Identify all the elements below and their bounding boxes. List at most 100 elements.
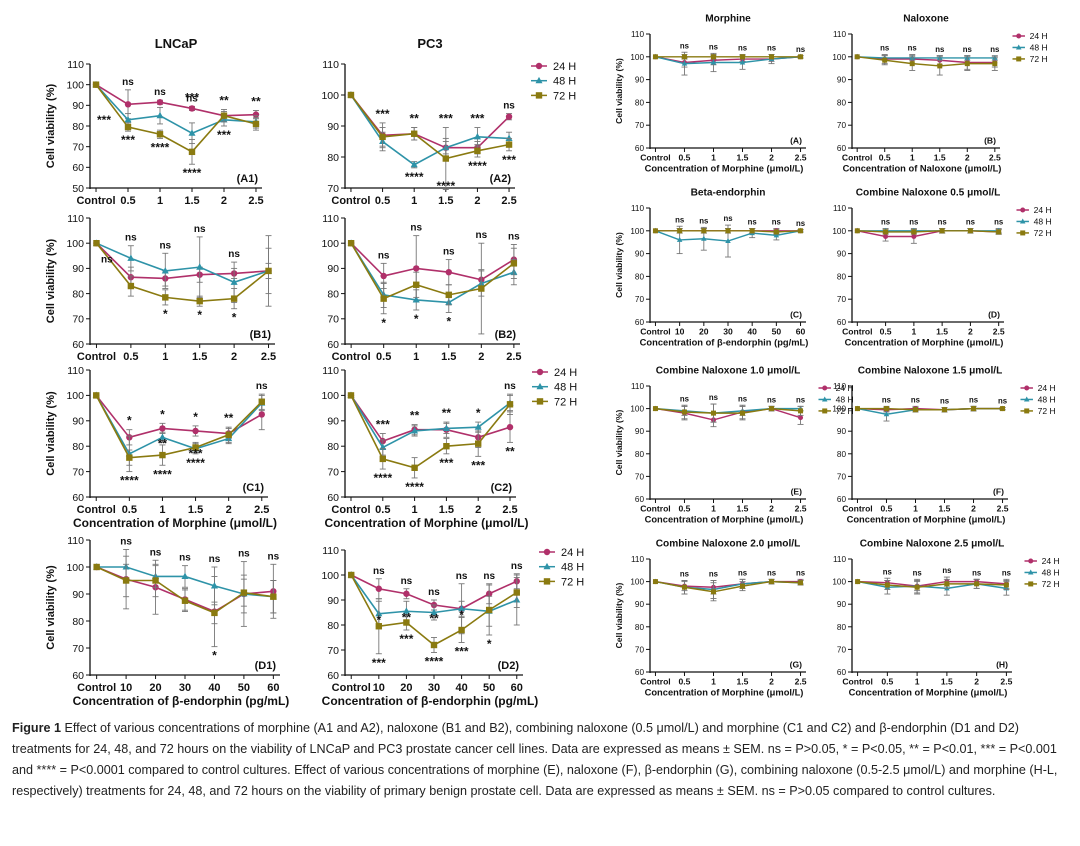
panel-label: (E) bbox=[791, 486, 803, 496]
series-line-48h bbox=[350, 242, 515, 304]
significance-label: ns bbox=[911, 395, 921, 404]
data-point bbox=[773, 232, 780, 238]
y-tick-label: 70 bbox=[635, 472, 645, 481]
significance-label: ns bbox=[909, 218, 919, 227]
legend-marker bbox=[1028, 581, 1034, 587]
significance-label: *** bbox=[470, 112, 484, 126]
data-point bbox=[411, 427, 419, 434]
data-point bbox=[914, 584, 920, 590]
x-tick-label: 1 bbox=[711, 152, 716, 162]
panel-label: (A1) bbox=[237, 173, 259, 185]
data-point bbox=[475, 440, 482, 447]
x-axis-label: Concentration of Morphine (μmol/L) bbox=[849, 687, 1008, 697]
data-point bbox=[854, 54, 860, 60]
data-point bbox=[124, 101, 132, 108]
chart-title: PC3 bbox=[417, 36, 442, 51]
legend-marker bbox=[535, 92, 543, 99]
data-point bbox=[773, 229, 779, 235]
data-point bbox=[740, 583, 746, 589]
legend-label: 24 H bbox=[1038, 383, 1056, 393]
significance-label: ns bbox=[1002, 568, 1012, 577]
y-tick-label: 110 bbox=[833, 382, 846, 391]
data-point bbox=[884, 582, 890, 588]
y-tick-label: 100 bbox=[832, 227, 846, 236]
data-point bbox=[93, 563, 100, 571]
significance-label: ns bbox=[428, 587, 440, 598]
series-line-72h bbox=[655, 407, 801, 414]
data-point bbox=[161, 267, 169, 274]
legend-marker bbox=[543, 548, 551, 556]
x-axis-label: Concentration of β-endorphin (pg/mL) bbox=[322, 694, 539, 708]
significance-label: ns bbox=[767, 395, 777, 404]
panel-label: (H) bbox=[996, 659, 1008, 669]
x-tick-label: 1 bbox=[711, 503, 716, 513]
y-tick-label: 60 bbox=[72, 492, 84, 504]
legend-marker bbox=[1020, 230, 1026, 236]
significance-label: * bbox=[193, 410, 198, 424]
data-point bbox=[681, 60, 688, 66]
y-tick-label: 90 bbox=[837, 250, 847, 259]
significance-label: ns bbox=[880, 44, 890, 53]
x-axis-label: Concentration of Morphine (μmol/L) bbox=[325, 516, 529, 530]
x-tick-label: 0.5 bbox=[122, 504, 137, 516]
y-axis-label: Cell viability (%) bbox=[614, 582, 624, 648]
significance-label: ns bbox=[938, 218, 948, 227]
significance-label: ns bbox=[179, 553, 191, 564]
x-axis-label: Concentration of Naloxone (μmol/L) bbox=[843, 163, 1002, 173]
x-axis-label: Concentration of Morphine (μmol/L) bbox=[645, 514, 804, 524]
x-tick-label: 0.5 bbox=[376, 351, 391, 363]
x-tick-label: 0.5 bbox=[881, 676, 893, 686]
data-point bbox=[375, 623, 383, 630]
chart-I: 60 70 80 90 100 110 Control 0.5 1 1.5 2 2.5 Combine … bbox=[614, 366, 854, 525]
y-tick-label: 80 bbox=[635, 272, 645, 281]
data-point bbox=[403, 590, 410, 597]
y-tick-label: 70 bbox=[837, 121, 847, 130]
data-point bbox=[122, 577, 130, 584]
chart-F: 60 70 80 90 100 110 Control 0.5 1 1.5 2 2.5 Naloxone… bbox=[832, 14, 1047, 174]
significance-label: *** bbox=[439, 112, 453, 126]
y-tick-label: 70 bbox=[635, 295, 645, 304]
y-tick-label: 100 bbox=[630, 578, 644, 587]
data-point bbox=[1000, 406, 1006, 412]
data-point bbox=[996, 229, 1002, 235]
series-line-48h bbox=[95, 395, 263, 455]
x-tick-label: 0.5 bbox=[880, 326, 892, 336]
data-point bbox=[225, 431, 232, 438]
data-point bbox=[188, 129, 196, 136]
data-point bbox=[413, 281, 420, 288]
chart-H: 60 70 80 90 100 110 Control 0.5 1 1.5 2 2.5 Combine … bbox=[832, 188, 1051, 348]
legend-marker bbox=[536, 368, 544, 376]
series-line-72h bbox=[857, 407, 1003, 411]
x-tick-label: 2.5 bbox=[997, 503, 1009, 513]
y-axis-label: Cell viability (%) bbox=[45, 83, 57, 168]
data-point bbox=[124, 123, 132, 131]
data-point bbox=[210, 582, 218, 589]
data-point bbox=[126, 454, 133, 461]
x-tick-label: Control bbox=[640, 503, 671, 513]
legend-label: 48 H bbox=[554, 382, 577, 394]
legend-label: 48 H bbox=[553, 76, 576, 88]
significance-label: ns bbox=[680, 570, 690, 579]
data-point bbox=[458, 626, 465, 634]
x-tick-label: Control bbox=[842, 676, 873, 686]
data-point bbox=[127, 254, 135, 261]
y-tick-label: 80 bbox=[837, 272, 847, 281]
y-tick-label: 60 bbox=[327, 339, 339, 351]
legend-marker bbox=[1028, 558, 1034, 564]
data-point bbox=[258, 411, 265, 418]
significance-label: *** bbox=[97, 113, 111, 127]
legend-label: 48 H bbox=[1030, 43, 1048, 53]
x-axis-label: Concentration of β-endorphin (pg/mL) bbox=[73, 694, 290, 708]
series-line-72h bbox=[857, 230, 999, 233]
data-point bbox=[710, 589, 716, 595]
x-tick-label: 0.5 bbox=[375, 504, 390, 516]
significance-label: ns bbox=[410, 223, 422, 234]
significance-label: ns bbox=[767, 44, 777, 53]
data-point bbox=[652, 406, 658, 412]
y-tick-label: 60 bbox=[72, 670, 84, 682]
significance-label: ns bbox=[699, 216, 709, 225]
data-point bbox=[883, 411, 890, 417]
significance-label: **** bbox=[183, 166, 202, 180]
legend-label: 72 H bbox=[1042, 579, 1060, 589]
data-point bbox=[478, 285, 485, 292]
